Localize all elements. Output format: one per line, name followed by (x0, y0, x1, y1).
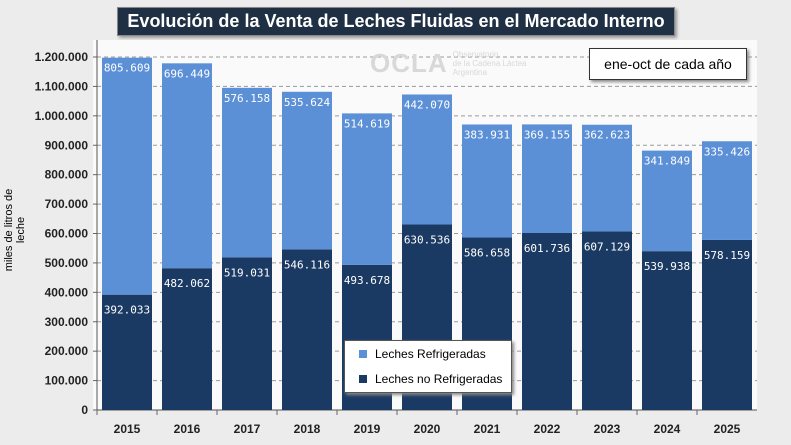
legend-swatch (359, 375, 367, 383)
x-tick-label: 2023 (594, 422, 621, 436)
y-tick-label: 600.000 (45, 227, 89, 241)
bar-no-refrigeradas (162, 268, 212, 410)
x-tick-label: 2022 (534, 422, 561, 436)
y-axis-label: miles de litros de leche (3, 188, 27, 272)
period-note: ene-oct de cada año (589, 48, 747, 80)
data-label: 392.033 (104, 304, 150, 317)
y-tick-label: 100.000 (45, 374, 89, 388)
y-tick-label: 400.000 (45, 285, 89, 299)
bar-refrigeradas (162, 63, 212, 269)
data-label: 578.159 (704, 249, 750, 262)
legend-item: Leches Refrigeradas (345, 342, 511, 366)
bar-refrigeradas (342, 113, 392, 265)
logo-line: Argentina (452, 68, 487, 77)
y-tick-label: 0 (81, 403, 88, 417)
data-label: 493.678 (344, 274, 390, 287)
chart-title: Evolución de la Venta de Leches Fluidas … (117, 7, 675, 36)
y-tick-label: 1.000.000 (35, 109, 89, 123)
data-label: 442.070 (404, 98, 450, 111)
data-label: 383.931 (464, 128, 510, 141)
x-tick-label: 2019 (354, 422, 381, 436)
bar-no-refrigeradas (642, 251, 692, 410)
bar-refrigeradas (402, 94, 452, 225)
x-tick-label: 2016 (174, 422, 201, 436)
y-tick-label: 800.000 (45, 168, 89, 182)
data-label: 519.031 (224, 266, 270, 279)
y-tick-label: 200.000 (45, 344, 89, 358)
bar-refrigeradas (462, 124, 512, 238)
bar-refrigeradas (642, 150, 692, 252)
bar-refrigeradas (582, 124, 632, 232)
bar-no-refrigeradas (282, 249, 332, 410)
data-label: 696.449 (164, 67, 210, 80)
legend-item: Leches no Refrigeradas (345, 367, 511, 391)
bar-refrigeradas (282, 91, 332, 250)
data-label: 601.736 (524, 242, 570, 255)
data-label: 805.609 (104, 62, 150, 75)
bar-refrigeradas (222, 87, 272, 258)
x-tick-label: 2021 (474, 422, 501, 436)
legend-swatch (359, 350, 367, 358)
data-label: 362.623 (584, 129, 630, 142)
logo-line: de la Cadena Láctea (452, 59, 527, 68)
bar-no-refrigeradas (702, 239, 752, 410)
data-label: 630.536 (404, 234, 450, 247)
x-tick-label: 2025 (714, 422, 741, 436)
y-tick-label: 1.100.000 (35, 79, 89, 93)
y-tick-label: 900.000 (45, 138, 89, 152)
logo-text: OCLA (370, 48, 448, 78)
bar-refrigeradas (522, 124, 572, 233)
data-label: 539.938 (644, 260, 690, 273)
data-label: 546.116 (284, 258, 330, 271)
bar-no-refrigeradas (222, 257, 272, 410)
y-tick-label: 300.000 (45, 315, 89, 329)
x-tick-label: 2018 (294, 422, 321, 436)
data-label: 514.619 (344, 117, 390, 130)
data-label: 369.155 (524, 128, 570, 141)
ocla-logo: OCLA Observatorio de la Cadena Láctea Arge… (370, 48, 527, 79)
legend: Leches Refrigeradas Leches no Refrigerad… (344, 340, 512, 393)
legend-label: Leches Refrigeradas (375, 347, 486, 361)
logo-line: Observatorio (452, 50, 499, 59)
x-tick-label: 2024 (654, 422, 681, 436)
data-label: 482.062 (164, 277, 210, 290)
data-label: 586.658 (464, 246, 510, 259)
data-label: 607.129 (584, 240, 630, 253)
x-tick-label: 2015 (114, 422, 141, 436)
data-label: 341.849 (644, 155, 690, 168)
y-tick-label: 1.200.000 (35, 50, 89, 64)
data-label: 576.158 (224, 92, 270, 105)
legend-label: Leches no Refrigeradas (375, 372, 503, 386)
bar-no-refrigeradas (582, 231, 632, 410)
x-tick-label: 2020 (414, 422, 441, 436)
bar-no-refrigeradas (102, 294, 152, 410)
y-tick-label: 700.000 (45, 197, 89, 211)
bar-no-refrigeradas (522, 232, 572, 410)
y-tick-label: 500.000 (45, 256, 89, 270)
data-label: 335.426 (704, 145, 750, 158)
x-tick-label: 2017 (234, 422, 261, 436)
bar-refrigeradas (102, 57, 152, 295)
data-label: 535.624 (284, 96, 331, 109)
bar-refrigeradas (702, 141, 752, 240)
